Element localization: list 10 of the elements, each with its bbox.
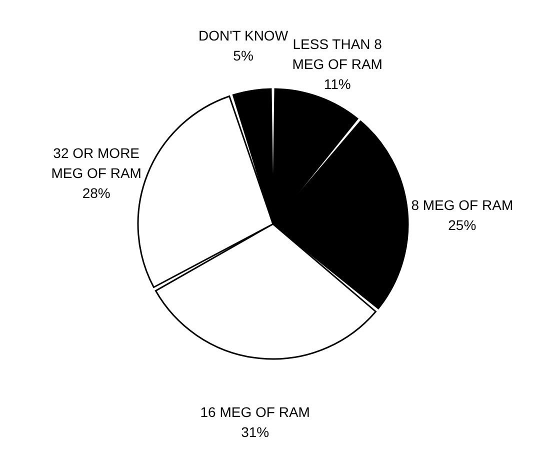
data-label: 5%: [233, 47, 254, 64]
data-label: 11%: [324, 76, 351, 92]
slice-label: 32 OR MORE MEG OF RAM: [51, 145, 142, 182]
data-label: 28%: [82, 185, 110, 202]
slice-label: 8 MEG OF RAM: [411, 197, 514, 214]
data-label: 31%: [241, 424, 270, 440]
slice-label: LESS THAN 8 MEG OF RAM: [292, 36, 382, 72]
slice-label: 16 MEG OF RAM: [200, 404, 310, 420]
slice-label: DON'T KNOW: [198, 27, 289, 44]
data-label: 25%: [448, 217, 476, 234]
